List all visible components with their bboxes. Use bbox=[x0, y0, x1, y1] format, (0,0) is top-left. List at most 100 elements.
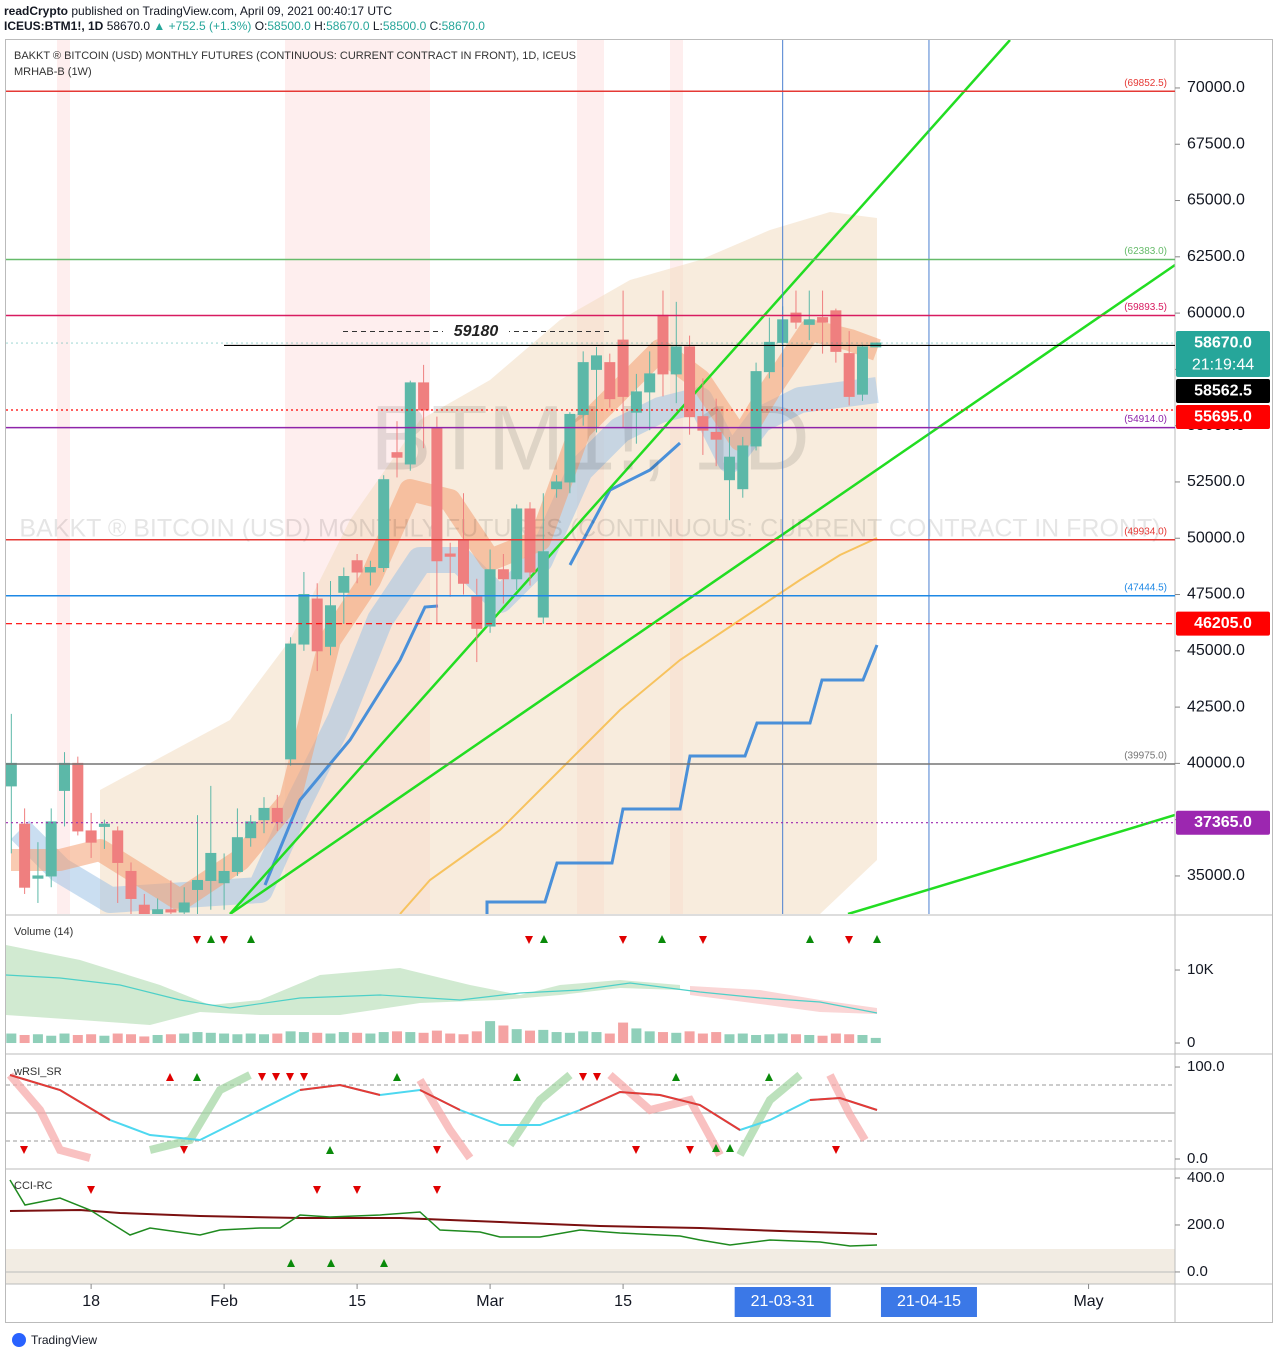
candle-body bbox=[843, 353, 855, 397]
x-label-box bbox=[880, 1287, 977, 1317]
volume-bar bbox=[498, 1025, 509, 1044]
v: 58500.0 bbox=[382, 19, 427, 33]
candle-body bbox=[285, 643, 297, 760]
symbol: ICEUS:BTM1!, 1D bbox=[4, 19, 104, 33]
candle-body bbox=[444, 553, 456, 557]
candle-body bbox=[351, 560, 363, 573]
y-tick-label: 200.0 bbox=[1187, 1216, 1225, 1233]
volume-bar bbox=[46, 1035, 57, 1044]
x-tick-label: Mar bbox=[476, 1293, 504, 1310]
signal-arrow bbox=[313, 1186, 321, 1194]
volume-bar bbox=[857, 1034, 868, 1044]
signal-arrow bbox=[353, 1186, 361, 1194]
signal-arrow bbox=[873, 935, 881, 943]
k: O: bbox=[254, 19, 268, 33]
y-tick-label: 42500.0 bbox=[1187, 698, 1245, 715]
v: 58500.0 bbox=[267, 19, 311, 33]
candle-body bbox=[830, 310, 842, 352]
candle-body bbox=[511, 508, 523, 580]
volume-bar bbox=[511, 1029, 522, 1044]
volume-bar bbox=[232, 1034, 243, 1044]
y-tick-label: 47500.0 bbox=[1187, 586, 1245, 603]
signal-arrow bbox=[832, 1146, 840, 1154]
candle-body bbox=[564, 413, 576, 483]
candle-body bbox=[723, 456, 735, 481]
level-label: (49934.0) bbox=[1124, 526, 1167, 537]
signal-arrow bbox=[726, 1144, 734, 1152]
author: readCrypto bbox=[4, 4, 69, 18]
volume-bar bbox=[644, 1031, 655, 1044]
signal-arrow bbox=[433, 1186, 441, 1194]
volume-bar bbox=[19, 1034, 30, 1044]
annotation-bg bbox=[443, 322, 509, 341]
candle-body bbox=[391, 452, 403, 458]
volume-bar bbox=[830, 1033, 841, 1044]
volume-bar bbox=[697, 1033, 708, 1044]
pane-separators bbox=[6, 40, 1272, 1322]
volume-bar bbox=[72, 1034, 83, 1044]
signal-arrow bbox=[207, 935, 215, 943]
price-label-box bbox=[1176, 810, 1270, 835]
signal-arrow bbox=[540, 935, 548, 943]
price-label-box bbox=[1176, 405, 1270, 430]
volume-bar bbox=[870, 1037, 881, 1044]
candle-body bbox=[205, 852, 217, 881]
signal-arrow bbox=[180, 1146, 188, 1154]
k: H: bbox=[314, 19, 327, 33]
change: ▲ +752.5 (+1.3%) bbox=[153, 19, 252, 33]
candle-body bbox=[684, 346, 696, 418]
x-tick-label: 21-03-31 bbox=[751, 1293, 815, 1310]
candle-body bbox=[750, 371, 762, 447]
level-label: (69852.5) bbox=[1124, 78, 1167, 89]
signal-arrow bbox=[658, 935, 666, 943]
candle-body bbox=[72, 762, 84, 832]
candle-body bbox=[6, 762, 17, 787]
candle-body bbox=[245, 821, 257, 839]
candle-body bbox=[617, 339, 629, 397]
candle-body bbox=[325, 605, 337, 647]
volume-bar bbox=[405, 1032, 416, 1044]
volume-bar bbox=[431, 1030, 442, 1044]
frame bbox=[5, 39, 1273, 1323]
price-label: 37365.0 bbox=[1194, 814, 1252, 831]
volume-bar bbox=[6, 1033, 17, 1044]
volume-bar bbox=[86, 1034, 97, 1044]
k: L: bbox=[372, 19, 383, 33]
x-tick-label: Feb bbox=[210, 1293, 238, 1310]
volume-bar bbox=[551, 1032, 562, 1044]
y-tick-label: 35000.0 bbox=[1187, 867, 1245, 884]
y-tick-label: 0 bbox=[1187, 1034, 1195, 1051]
volume-bar bbox=[524, 1030, 535, 1044]
volume-bar bbox=[112, 1033, 123, 1044]
price-label-sub: 21:19:44 bbox=[1192, 356, 1254, 373]
candle-body bbox=[364, 567, 376, 573]
candle-body bbox=[138, 904, 150, 914]
volume-bar bbox=[32, 1034, 43, 1044]
candle-body bbox=[604, 362, 616, 400]
candle-body bbox=[524, 508, 536, 573]
y-tick-label: 70000.0 bbox=[1187, 79, 1245, 96]
candle-body bbox=[644, 373, 656, 393]
signal-arrow bbox=[272, 1073, 280, 1081]
candle-body bbox=[311, 598, 323, 652]
rsi-title: wRSI_SR bbox=[13, 1066, 62, 1078]
signal-arrow bbox=[326, 1146, 334, 1154]
volume-bar bbox=[578, 1031, 589, 1044]
candle-body bbox=[32, 875, 44, 879]
candle-body bbox=[431, 427, 443, 562]
candle-body bbox=[630, 391, 642, 413]
ohlc-c: C:58670.0 bbox=[430, 19, 485, 33]
footer: TradingView bbox=[31, 1333, 97, 1347]
level-label: (54914.0) bbox=[1124, 414, 1167, 425]
volume-bar bbox=[631, 1028, 642, 1044]
volume-bar bbox=[152, 1034, 163, 1044]
candle-body bbox=[657, 314, 669, 375]
volume-bar bbox=[126, 1034, 137, 1044]
candle-body bbox=[484, 569, 496, 627]
x-tick-label: 15 bbox=[614, 1293, 632, 1310]
signal-arrow bbox=[20, 1146, 28, 1154]
candle-body bbox=[790, 312, 802, 323]
candle-body bbox=[803, 319, 815, 325]
signal-arrow bbox=[220, 936, 228, 944]
candle-body bbox=[59, 762, 71, 791]
